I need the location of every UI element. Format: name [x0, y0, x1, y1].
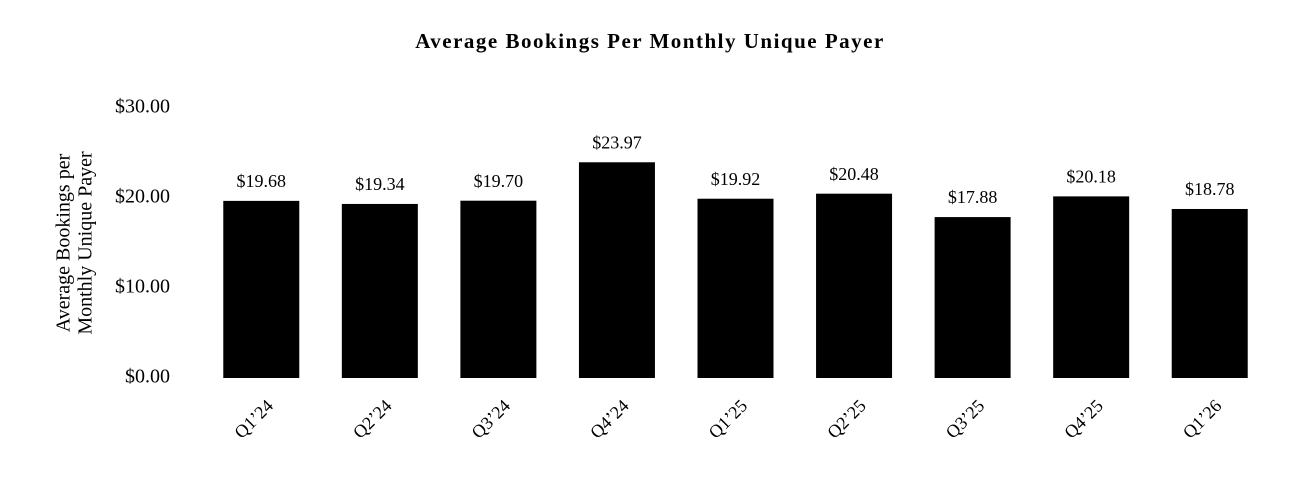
- y-tick-label: $30.00: [115, 96, 170, 118]
- x-tick-label: Q4’24: [586, 396, 633, 443]
- value-label: $23.97: [592, 132, 642, 152]
- y-tick-label: $0.00: [125, 366, 170, 388]
- y-tick-label: $10.00: [115, 276, 170, 298]
- x-tick-label: Q2’25: [823, 396, 870, 443]
- x-tick-label: Q4’25: [1060, 396, 1107, 443]
- bar: [1053, 196, 1130, 378]
- value-label: $18.78: [1185, 179, 1235, 199]
- x-tick-label-group: Q4’25: [1060, 396, 1107, 443]
- x-tick-label-group: Q1’24: [230, 396, 277, 443]
- value-label: $19.34: [355, 174, 405, 194]
- x-tick-label-group: Q3’24: [467, 396, 514, 443]
- y-axis-label-line: Monthly Unique Payer: [75, 151, 97, 335]
- value-label: $19.68: [237, 171, 287, 191]
- bar: [934, 217, 1011, 378]
- x-tick-label-group: Q4’24: [586, 396, 633, 443]
- x-tick-label: Q1’24: [230, 396, 277, 443]
- bar: [223, 200, 300, 378]
- x-tick-label-group: Q1’25: [705, 396, 752, 443]
- value-label: $17.88: [948, 187, 998, 207]
- bar: [578, 162, 655, 378]
- x-tick-label-group: Q3’25: [942, 396, 989, 443]
- bar: [1171, 208, 1248, 378]
- y-axis-label-line: Average Bookings per: [53, 153, 75, 332]
- x-tick-label-group: Q2’24: [349, 396, 396, 443]
- x-tick-label-group: Q1’26: [1179, 396, 1226, 443]
- y-tick-label: $20.00: [115, 186, 170, 208]
- x-tick-label: Q3’25: [942, 396, 989, 443]
- bar: [341, 203, 418, 378]
- value-label: $19.70: [474, 171, 524, 191]
- value-label: $20.48: [829, 164, 879, 184]
- x-tick-label: Q1’26: [1179, 396, 1226, 443]
- x-tick-label: Q2’24: [349, 396, 396, 443]
- bar: [697, 198, 774, 378]
- y-axis-label: Average Bookings per Monthly Unique Paye…: [53, 151, 97, 335]
- value-label: $19.92: [711, 169, 761, 189]
- x-tick-label: Q1’25: [705, 396, 752, 443]
- x-tick-label-group: Q2’25: [823, 396, 870, 443]
- value-label: $20.18: [1066, 167, 1116, 187]
- bar: [460, 200, 537, 378]
- x-tick-label: Q3’24: [467, 396, 514, 443]
- chart-title: Average Bookings Per Monthly Unique Paye…: [415, 29, 885, 53]
- bar: [816, 193, 893, 378]
